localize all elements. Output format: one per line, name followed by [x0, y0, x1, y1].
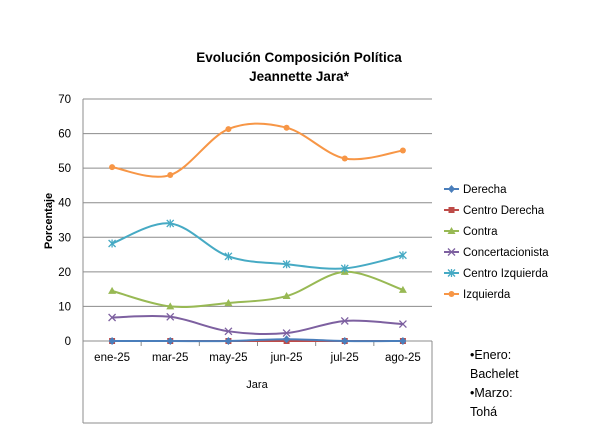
data-point-contra	[108, 286, 117, 294]
data-point-contra	[282, 292, 291, 300]
y-tick-label: 20	[58, 267, 71, 279]
data-point-derecha	[224, 337, 232, 345]
y-tick-label: 40	[58, 198, 71, 210]
series-line-izquierda	[111, 122, 404, 178]
y-tick-label: 0	[65, 336, 71, 348]
legend-label-centro-izquierda: Centro Izquierda	[463, 268, 549, 280]
legend: Derecha Centro Derecha Contra Concertacioni…	[444, 184, 549, 301]
data-point-derecha	[108, 337, 116, 345]
data-point-centro-izquierda	[398, 251, 407, 260]
y-tick-label: 50	[58, 163, 71, 175]
legend-label-izquierda: Izquierda	[463, 289, 511, 301]
axis-layer: 0 10 20 30 40 50 60 70 ene-25 mar-25 may-25 jun-25 j…	[58, 94, 433, 424]
x-tick-label: ago-25	[385, 352, 421, 364]
data-point-izquierda	[341, 155, 348, 162]
data-point-concertacionista	[340, 316, 349, 325]
series-layer	[108, 122, 407, 345]
x-tick-label: mar-25	[152, 352, 188, 364]
series-line-centro-izquierda	[111, 222, 404, 270]
data-point-centro-izquierda	[166, 219, 175, 228]
x-tick-label: may-25	[209, 352, 247, 364]
data-point-concertacionista	[282, 329, 291, 338]
data-point-izquierda	[109, 164, 116, 171]
data-point-izquierda	[225, 126, 232, 133]
data-point-derecha	[399, 337, 407, 345]
chart-title: Evolución Composición Política	[196, 50, 402, 65]
data-point-derecha	[341, 337, 349, 345]
legend-label-contra: Contra	[463, 226, 498, 238]
chart-subtitle: Jeannette Jara*	[249, 69, 350, 84]
x-tick-label: jul-25	[330, 352, 359, 364]
legend-label-derecha: Derecha	[463, 184, 507, 196]
data-point-concertacionista	[224, 327, 233, 336]
x-tick-label: ene-25	[94, 352, 130, 364]
y-tick-label: 70	[58, 94, 71, 106]
note-marzo: •Marzo:	[470, 386, 513, 400]
data-point-izquierda	[399, 147, 406, 154]
series-line-contra	[111, 270, 404, 308]
data-point-izquierda	[167, 172, 174, 179]
label-layer: Evolución Composición Política Jeannette …	[43, 50, 402, 391]
data-point-contra	[224, 298, 233, 306]
y-tick-label: 30	[58, 232, 71, 244]
data-point-centro-izquierda	[224, 252, 233, 261]
data-point-centro-izquierda	[108, 239, 117, 248]
note-toha: Tohá	[470, 405, 498, 419]
series-line-concertacionista	[112, 314, 403, 335]
legend-label-centro-derecha: Centro Derecha	[463, 205, 545, 217]
data-point-concertacionista	[398, 320, 407, 329]
x-tick-label: jun-25	[270, 352, 303, 364]
legend-marker-izquierda	[448, 291, 455, 297]
data-point-concertacionista	[166, 312, 175, 321]
y-tick-label: 60	[58, 129, 71, 141]
legend-marker-centro-izquierda	[447, 269, 456, 277]
data-point-derecha	[166, 337, 174, 345]
legend-marker-contra	[447, 227, 456, 234]
legend-label-concertacionista: Concertacionista	[463, 247, 549, 259]
data-point-concertacionista	[108, 313, 117, 322]
legend-marker-derecha	[448, 185, 455, 193]
y-tick-label: 10	[58, 301, 71, 313]
grid-layer	[83, 98, 432, 307]
x-axis-label: Jara	[246, 379, 268, 391]
note-enero: •Enero:	[470, 348, 512, 362]
data-point-izquierda	[283, 124, 290, 131]
data-point-centro-izquierda	[340, 264, 349, 273]
note-bachelet: Bachelet	[470, 367, 519, 381]
data-point-centro-izquierda	[282, 260, 291, 269]
data-point-derecha	[283, 335, 291, 344]
data-point-contra	[166, 302, 175, 310]
legend-marker-centro-derecha	[448, 207, 455, 213]
legend-marker-concertacionista	[447, 248, 456, 256]
series-line-derecha	[112, 338, 403, 343]
y-axis-label: Porcentaje	[43, 193, 55, 249]
data-point-contra	[398, 285, 407, 293]
